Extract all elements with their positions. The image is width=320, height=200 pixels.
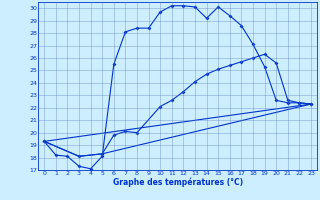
X-axis label: Graphe des températures (°C): Graphe des températures (°C): [113, 178, 243, 187]
